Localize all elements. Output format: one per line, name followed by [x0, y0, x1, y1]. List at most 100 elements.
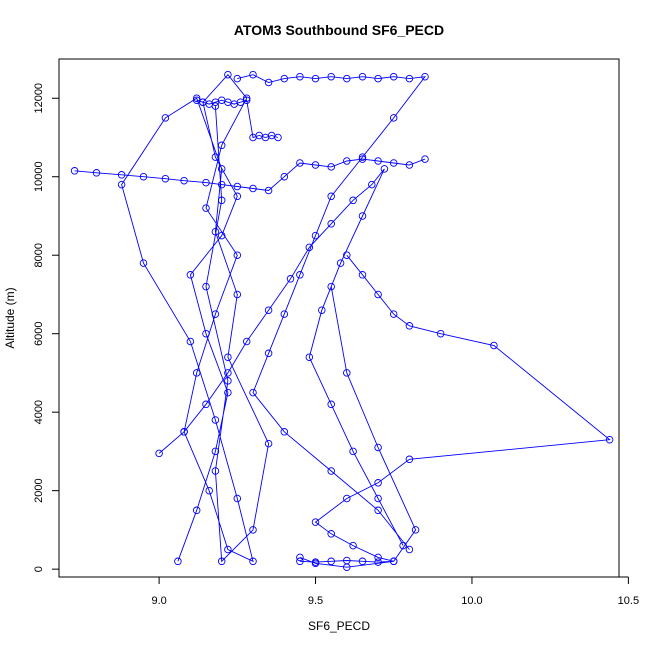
data-point — [389, 72, 398, 81]
data-point — [490, 341, 498, 350]
data-point — [343, 251, 351, 259]
data-point — [399, 541, 407, 550]
data-point — [405, 545, 414, 554]
data-point — [327, 192, 335, 201]
data-point — [389, 310, 398, 318]
data-point — [343, 494, 351, 503]
x-tick-label: 10.5 — [618, 595, 639, 607]
data-point — [343, 74, 351, 83]
data-point — [327, 557, 335, 566]
x-tick-label: 10.0 — [461, 595, 482, 607]
data-point — [202, 178, 210, 187]
data-point — [233, 494, 242, 503]
data-point — [249, 184, 257, 193]
series-1 — [233, 70, 429, 554]
plot-frame — [58, 58, 620, 578]
data-point — [192, 94, 201, 102]
data-point — [274, 133, 282, 142]
data-point — [358, 153, 367, 161]
data-point — [211, 416, 220, 424]
data-point — [311, 559, 320, 568]
data-point — [180, 176, 188, 185]
data-point — [286, 275, 295, 283]
data-point — [202, 282, 210, 291]
data-point — [343, 369, 351, 377]
data-point — [280, 310, 289, 318]
y-axis: 0 2000 4000 6000 8000 10000 12000 — [33, 83, 60, 572]
data-point — [233, 74, 242, 83]
y-tick-label: 10000 — [33, 161, 45, 192]
data-point — [233, 192, 242, 201]
data-point — [374, 558, 382, 566]
data-point — [264, 439, 273, 448]
data-point — [217, 165, 226, 173]
data-point — [217, 180, 226, 189]
data-point — [155, 449, 163, 458]
data-point — [264, 186, 273, 195]
data-point — [280, 172, 289, 181]
data-point — [217, 141, 226, 150]
data-point — [139, 259, 148, 267]
data-point — [224, 353, 232, 361]
data-point — [224, 377, 232, 385]
y-tick-label: 12000 — [33, 83, 45, 114]
data-point — [211, 227, 220, 236]
data-point — [327, 282, 335, 291]
data-point — [374, 290, 382, 299]
x-axis-label: SF6_PECD — [308, 619, 370, 633]
data-point — [249, 388, 257, 397]
data-point — [217, 231, 226, 240]
data-point — [343, 157, 351, 165]
data-point — [296, 159, 304, 167]
data-point — [327, 72, 335, 81]
data-point — [233, 182, 242, 191]
data-point — [202, 204, 210, 212]
data-point — [264, 306, 273, 314]
y-tick-label: 2000 — [33, 478, 45, 502]
data-point — [336, 259, 345, 267]
data-point — [224, 545, 232, 554]
data-point — [249, 526, 257, 534]
data-point — [202, 400, 210, 409]
series-6 — [296, 553, 398, 571]
data-point — [186, 271, 195, 279]
data-point — [186, 337, 195, 346]
data-point — [327, 530, 335, 538]
data-point — [180, 428, 188, 436]
data-point — [249, 70, 257, 79]
data-point — [305, 243, 314, 252]
data-point — [605, 435, 614, 444]
data-point — [224, 70, 232, 79]
data-point — [380, 165, 389, 173]
data-point — [358, 557, 367, 566]
data-point — [374, 494, 382, 503]
data-point — [421, 72, 429, 81]
data-point — [349, 541, 357, 550]
data-point — [421, 155, 429, 163]
data-point — [405, 161, 414, 169]
data-point — [327, 400, 335, 409]
data-point — [174, 557, 182, 566]
data-point — [211, 310, 220, 318]
data-point — [117, 180, 126, 189]
data-point — [349, 447, 357, 456]
data-point — [349, 196, 357, 205]
data-point — [242, 96, 251, 104]
data-point — [296, 557, 304, 566]
data-point — [139, 172, 148, 181]
data-point — [280, 428, 289, 436]
data-point — [311, 74, 320, 83]
data-point — [264, 349, 273, 358]
data-point — [224, 388, 232, 397]
series-line — [299, 556, 394, 568]
series-line — [314, 254, 611, 562]
data-point — [327, 163, 335, 171]
data-point — [249, 557, 257, 566]
x-tick-label: 9.0 — [151, 595, 166, 607]
data-point — [389, 114, 398, 122]
series-line — [237, 74, 427, 550]
data-point — [296, 72, 304, 81]
data-point — [211, 447, 220, 456]
data-point — [205, 486, 213, 495]
data-point — [296, 553, 304, 562]
